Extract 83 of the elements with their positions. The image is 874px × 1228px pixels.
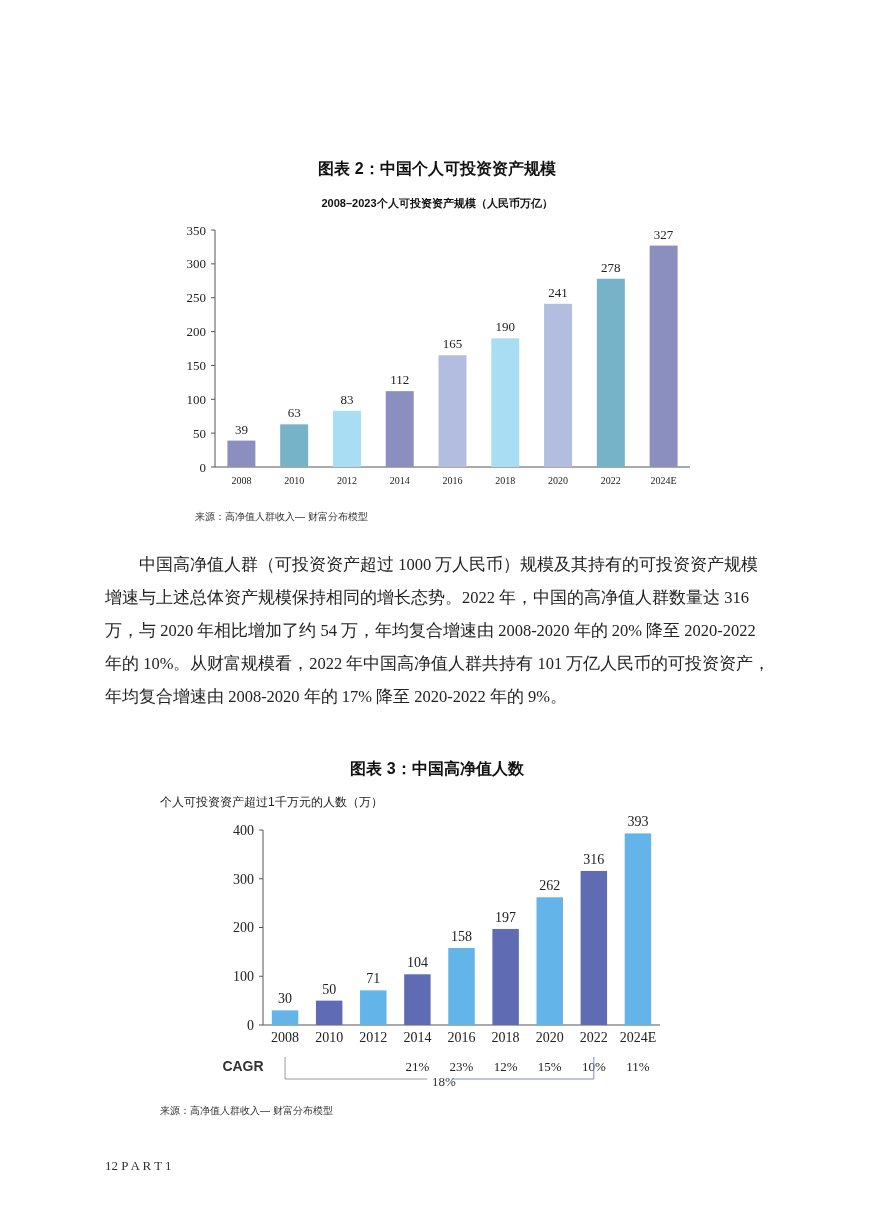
- source-note: 来源：高净值人群收入— 财富分布模型: [160, 1105, 333, 1116]
- text: 21%: [405, 1059, 430, 1074]
- bar: [649, 245, 678, 467]
- bar: [580, 870, 608, 1025]
- text: 11%: [626, 1059, 650, 1074]
- y-tick-label: 350: [186, 222, 206, 238]
- y-tick-label: 300: [233, 871, 254, 887]
- bar: [385, 391, 414, 467]
- x-tick-label: 2012: [359, 1030, 388, 1045]
- x-tick-label: 2010: [284, 475, 305, 486]
- y-tick-label: 400: [233, 822, 254, 838]
- chart-subtitle: 2008–2023个人可投资资产规模（人民币万亿）: [321, 197, 553, 210]
- text: 23%: [449, 1059, 474, 1074]
- data-label: 327: [653, 226, 674, 242]
- data-label: 316: [583, 851, 605, 867]
- bar: [536, 897, 563, 1025]
- bar: [491, 338, 520, 467]
- bar: [271, 1010, 299, 1026]
- bar: [227, 440, 256, 467]
- y-tick-label: 300: [186, 256, 206, 272]
- x-tick-label: 2024E: [619, 1030, 657, 1045]
- x-tick-label: 2024E: [650, 475, 677, 486]
- bar: [315, 1000, 343, 1025]
- x-tick-label: 2018: [495, 475, 516, 486]
- x-tick-label: 2010: [315, 1030, 344, 1045]
- bar: [544, 303, 573, 467]
- x-tick-label: 2020: [535, 1030, 564, 1045]
- chart-title: 图表 2：中国个人可投资资产规模: [318, 160, 556, 177]
- x-tick-label: 2022: [600, 475, 621, 486]
- x-tick-label: 2016: [447, 1030, 476, 1045]
- data-label: 71: [366, 971, 381, 987]
- data-label: 104: [406, 955, 428, 971]
- data-label: 262: [539, 878, 561, 894]
- x-tick-label: 2020: [548, 475, 569, 486]
- x-tick-label: 2008: [231, 475, 252, 486]
- bar: [492, 928, 519, 1025]
- text: CAGR: [222, 1058, 264, 1074]
- bar: [332, 410, 361, 467]
- text: 18%: [432, 1074, 457, 1089]
- bar: [624, 833, 652, 1025]
- data-label: 63: [287, 405, 301, 421]
- x-tick-label: 2008: [271, 1030, 300, 1045]
- text: 12%: [493, 1059, 518, 1074]
- bar: [360, 990, 387, 1025]
- x-tick-label: 2016: [442, 475, 463, 486]
- y-tick-label: 150: [186, 357, 206, 373]
- data-label: 241: [548, 284, 568, 300]
- data-label: 50: [322, 981, 337, 997]
- data-label: 393: [627, 814, 649, 830]
- chart-title: 图表 3：中国高净值人数: [350, 759, 525, 777]
- text: 15%: [537, 1059, 562, 1074]
- data-label: 197: [495, 909, 517, 925]
- bar: [596, 278, 625, 467]
- y-tick-label: 0: [199, 459, 206, 475]
- y-axis-title: 个人可投资资产超过1千万元的人数（万）: [160, 795, 383, 809]
- y-tick-label: 200: [186, 324, 206, 340]
- data-label: 278: [601, 259, 621, 275]
- source-note: 来源：高净值人群收入— 财富分布模型: [195, 511, 368, 522]
- y-tick-label: 100: [186, 391, 206, 407]
- data-label: 39: [234, 421, 248, 437]
- y-tick-label: 50: [193, 425, 206, 441]
- x-tick-label: 2014: [389, 475, 410, 486]
- data-label: 30: [278, 991, 293, 1007]
- data-label: 158: [451, 928, 472, 944]
- data-label: 190: [495, 319, 516, 335]
- y-tick-label: 200: [233, 920, 254, 936]
- y-tick-label: 0: [247, 1017, 254, 1033]
- x-tick-label: 2012: [336, 475, 357, 486]
- x-tick-label: 2022: [579, 1030, 608, 1045]
- data-label: 112: [390, 372, 410, 388]
- y-tick-label: 100: [233, 969, 254, 985]
- bar: [404, 974, 431, 1025]
- data-label: 165: [442, 336, 463, 352]
- x-tick-label: 2014: [403, 1030, 432, 1045]
- x-tick-label: 2018: [491, 1030, 520, 1045]
- text: 12 P A R T 1: [105, 1158, 172, 1173]
- y-tick-label: 250: [186, 290, 206, 306]
- data-label: 83: [340, 391, 354, 407]
- text: 10%: [581, 1059, 606, 1074]
- bar: [438, 355, 467, 467]
- text: 中国高净值人群（可投资资产超过 1000 万人民币）规模及其持有的可投资资产规模增速与上述总体资产规模保持相同的增长态势。2022 年，中国的高净值人群数量达 316 万，与 2020 年相比增加了约 54 万，年均复合增速由 2008-2020 年的 20% 降至 2020-2022 年的 10%。从财富规模看，2022 年中国高净值人群共持有 101 万亿人民币的可投资资产，年均复合增速由 2008-2020 年的 17% 降至 2020-2022 年的 9%。: [105, 554, 772, 708]
- bar: [448, 947, 475, 1025]
- bar: [280, 424, 309, 467]
